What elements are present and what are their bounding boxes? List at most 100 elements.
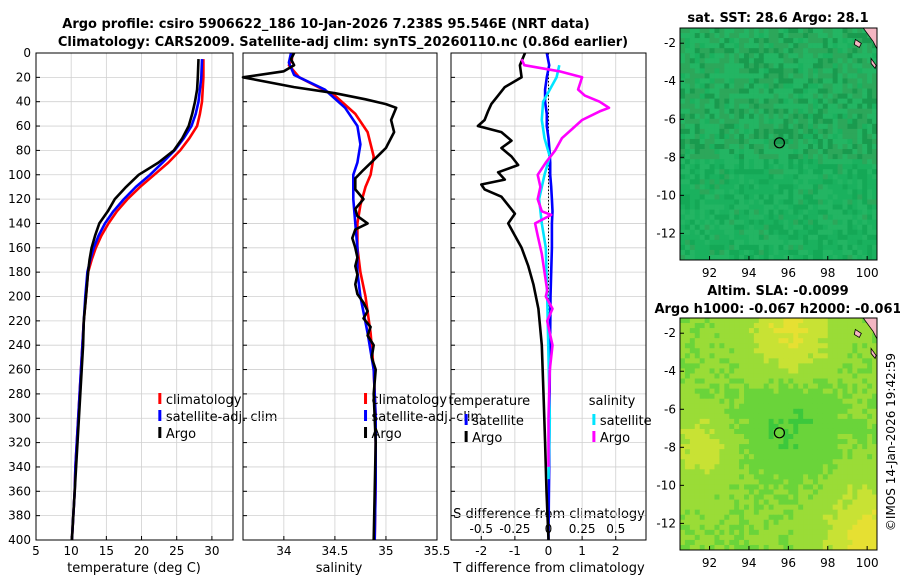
sla-map-cell <box>793 449 799 455</box>
sla-map-cell <box>847 469 853 475</box>
sla-map-cell <box>748 519 755 526</box>
sla-map-cell <box>763 454 770 460</box>
sla-map-cell <box>694 434 701 440</box>
sla-map-cell <box>758 524 765 531</box>
sla-map-cell <box>852 343 858 349</box>
sla-map-cell <box>812 529 819 536</box>
sst-map-cell <box>798 78 804 84</box>
sla-map-cell <box>724 348 730 354</box>
sst-map-cell <box>822 199 829 205</box>
sst-map-cell <box>837 154 843 160</box>
sst-map-cell <box>788 108 794 115</box>
sla-map-cell <box>847 539 853 546</box>
sst-map-cell <box>857 184 863 190</box>
sla-map-cell <box>778 348 784 354</box>
sst-map-cell <box>842 149 848 155</box>
sst-map-cell <box>852 128 858 135</box>
sst-map-cell <box>768 88 774 94</box>
sst-map-cell <box>817 138 824 145</box>
sst-map-cell <box>724 123 730 130</box>
sst-map-cell <box>753 123 760 130</box>
sla-map-cell <box>724 489 730 495</box>
sla-map-cell <box>724 413 730 420</box>
sst-map-cell <box>704 164 710 170</box>
sla-map-cell <box>822 348 829 354</box>
sla-map-cell <box>729 494 735 500</box>
sla-map-cell <box>758 378 765 384</box>
sla-map-cell <box>758 489 765 495</box>
sst-map-cell <box>837 128 843 135</box>
salinity-xtick-label: 34 <box>276 544 291 558</box>
sla-map-cell <box>714 373 720 379</box>
sla-map-cell <box>812 514 819 521</box>
sla-map-cell <box>704 439 710 445</box>
sla-map-cell <box>847 439 853 445</box>
sla-map-cell <box>778 333 784 339</box>
sst-map-cell <box>862 118 868 125</box>
sla-map-cell <box>758 519 765 526</box>
sla-map-cell <box>729 519 735 526</box>
sst-map-cell <box>709 164 715 170</box>
sla-map-cell <box>793 343 799 349</box>
sla-map-cell <box>793 484 799 490</box>
sla-map-cell <box>719 328 725 334</box>
sla-map-cell <box>773 519 779 526</box>
sla-map-cell <box>822 338 829 344</box>
sla-map-cell <box>748 363 755 369</box>
sla-map-cell <box>827 489 834 495</box>
sla-map-cell <box>832 509 838 516</box>
sst-map-cell <box>812 118 819 125</box>
sla-map-cell <box>812 343 819 349</box>
sla-map-cell <box>758 418 765 425</box>
sla-map-cell <box>758 348 765 354</box>
sst-map-cell <box>724 118 730 125</box>
sst-map-cell <box>768 234 774 241</box>
sst-map-cell <box>714 38 720 44</box>
sst-map-cell <box>739 88 745 94</box>
sst-map-cell <box>778 73 784 79</box>
sla-map-cell <box>763 358 770 364</box>
sst-map-cell <box>788 209 794 216</box>
sst-map-cell <box>758 58 765 64</box>
sst-map-cell <box>832 123 838 130</box>
sst-map-cell <box>812 53 819 59</box>
sla-map-cell <box>719 504 725 511</box>
sst-map-cell <box>714 63 720 69</box>
sst-map-cell <box>744 209 750 216</box>
sla-map-cell <box>709 534 715 541</box>
sst-map-cell <box>778 174 784 180</box>
sla-map-cell <box>739 393 745 400</box>
sst-map-cell <box>832 33 838 39</box>
sla-map-cell <box>793 464 799 470</box>
sst-map-cell <box>832 43 838 49</box>
sst-map-cell <box>709 159 715 165</box>
sla-map-cell <box>699 403 706 410</box>
sst-map-cell <box>847 83 853 89</box>
sst-map-cell <box>734 184 740 190</box>
sla-map-cell <box>773 524 779 531</box>
sla-map-cell <box>689 459 696 465</box>
sla-map-cell <box>842 348 848 354</box>
sla-map-cell <box>798 539 804 546</box>
sla-map-cell <box>867 484 873 490</box>
pressure-tick-label: 80 <box>16 143 31 157</box>
sla-map-cell <box>704 353 710 359</box>
sst-map-cell <box>748 28 755 34</box>
sla-map-cell <box>739 444 745 450</box>
sst-map-cell <box>719 179 725 185</box>
sst-map-cell <box>852 254 858 261</box>
sla-map-cell <box>724 459 730 465</box>
sla-map-cell <box>739 459 745 465</box>
sla-map-cell <box>783 378 789 384</box>
sst-map-cell <box>842 88 848 94</box>
sst-map-cell <box>680 149 686 155</box>
sla-map-cell <box>822 393 829 400</box>
sla-map-cell <box>694 428 701 435</box>
sst-map-cell <box>842 159 848 165</box>
sla-map-cell <box>744 413 750 420</box>
sla-map-cell <box>827 418 834 425</box>
sla-map-ytick-label: -12 <box>656 516 676 530</box>
sla-map-cell <box>812 454 819 460</box>
sla-map-cell <box>744 539 750 546</box>
sst-map-cell <box>680 33 686 39</box>
